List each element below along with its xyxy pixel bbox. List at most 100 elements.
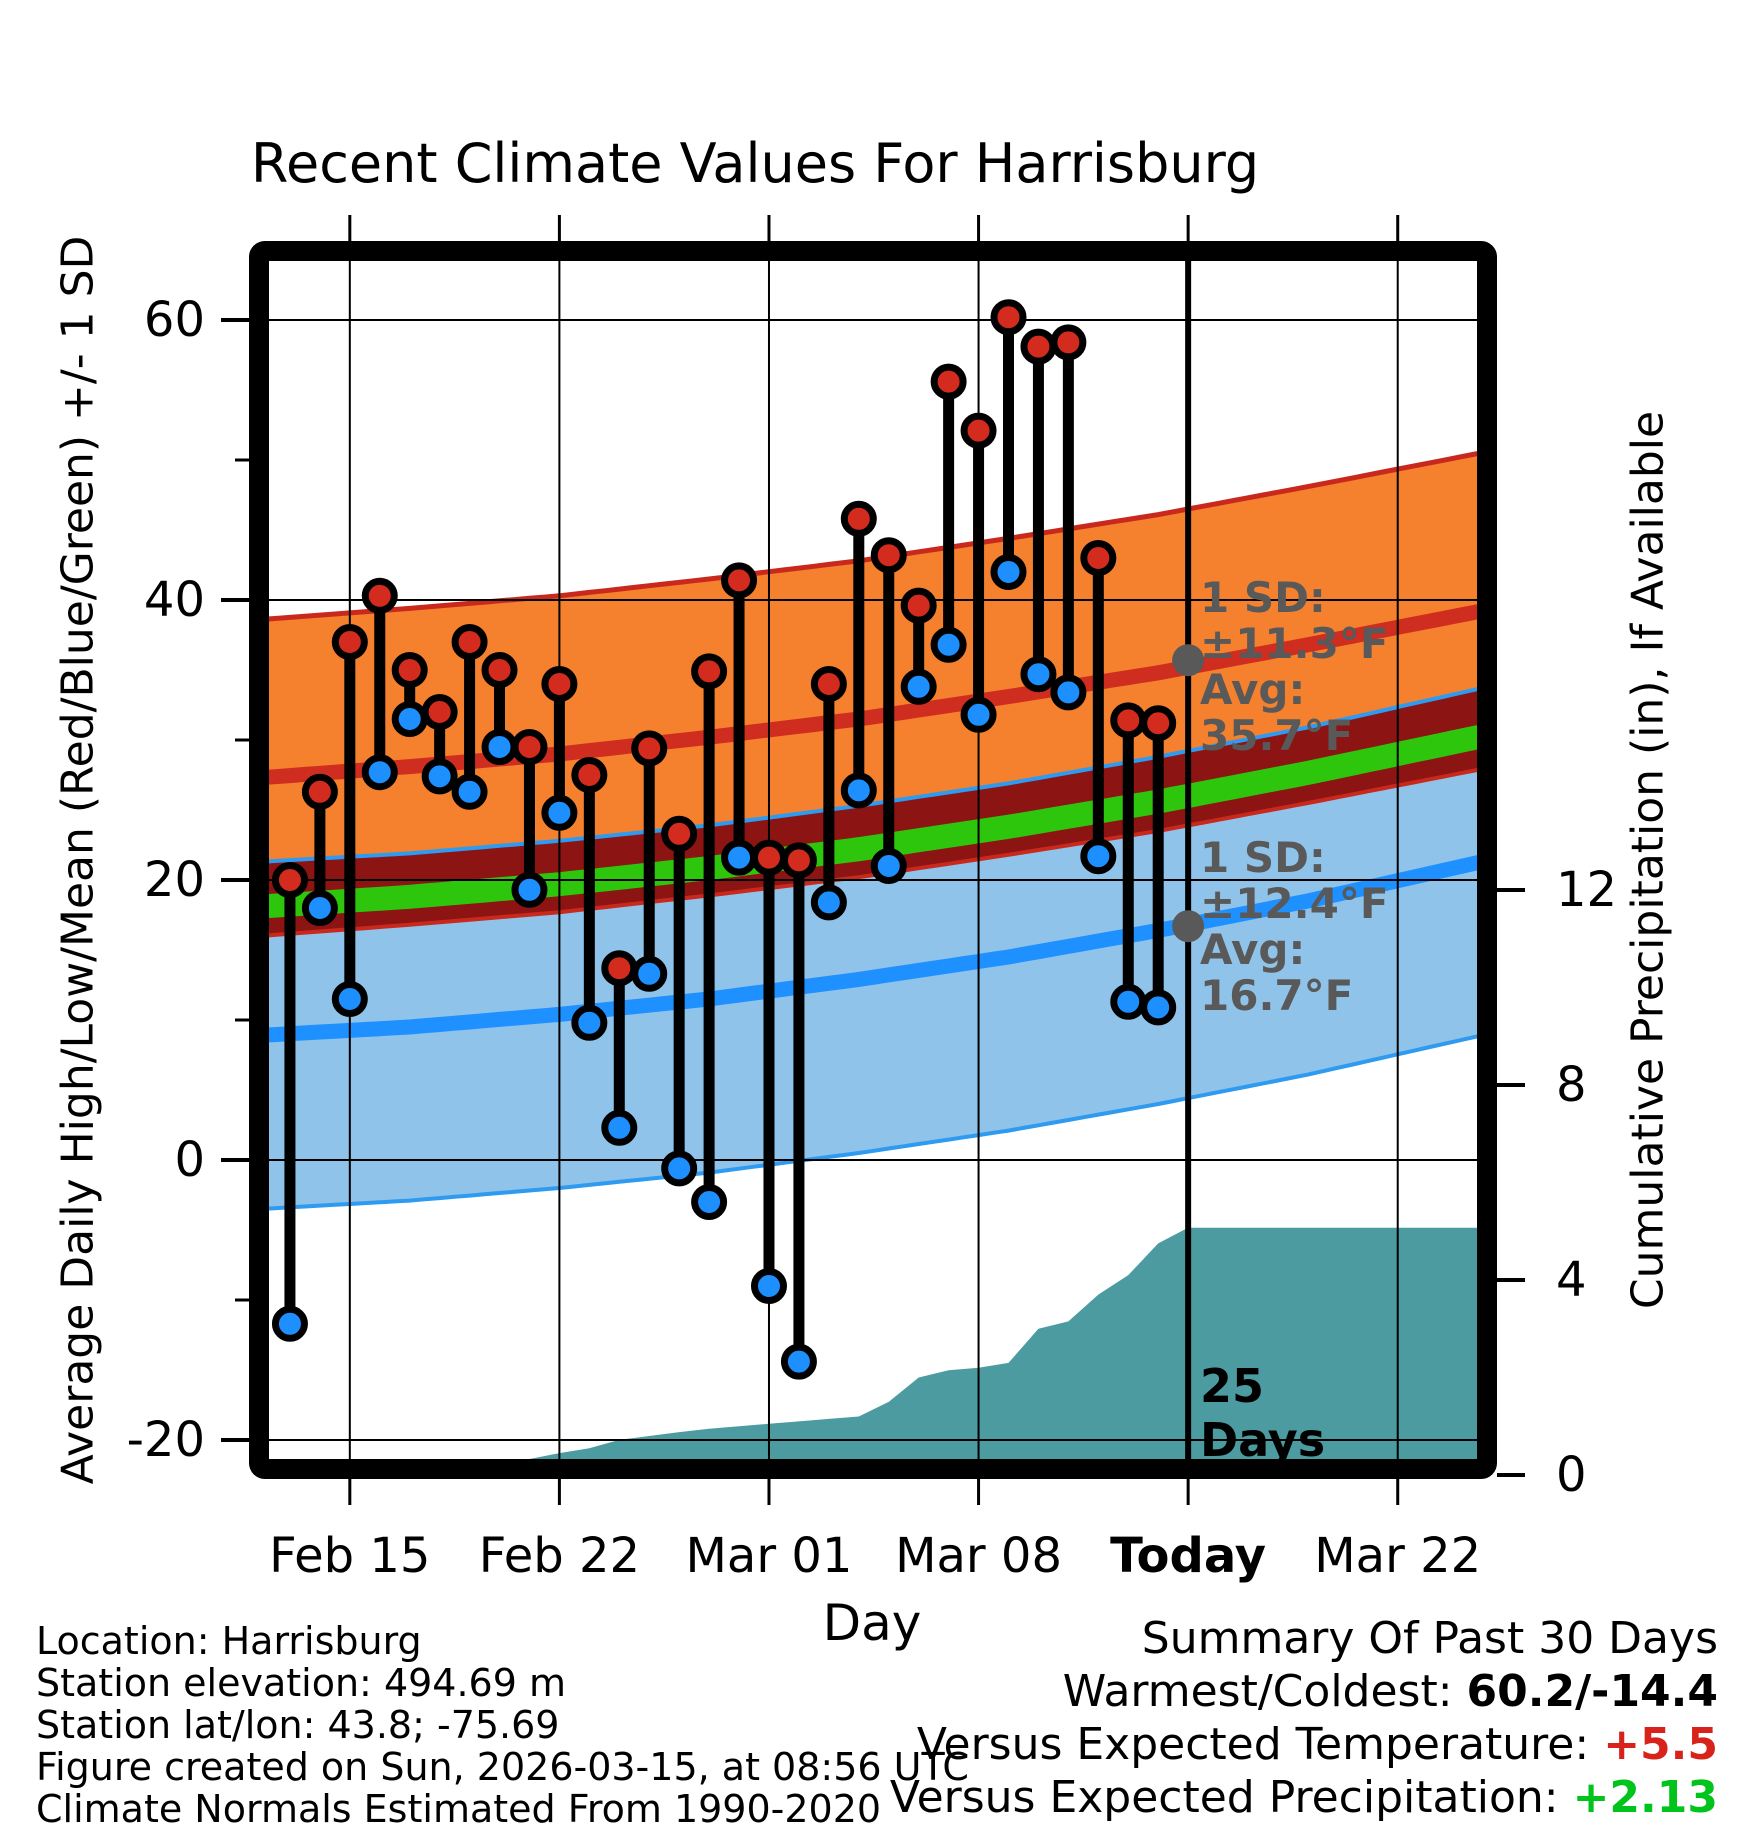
daily-low-dot	[1050, 674, 1087, 711]
daily-low-dot	[661, 1150, 698, 1187]
daily-high-dot	[601, 950, 638, 987]
daily-low-dot	[900, 668, 937, 705]
right-tick-label: 4	[1556, 1252, 1587, 1308]
daily-low-dot	[271, 1305, 308, 1342]
station-info-line: Station lat/lon: 43.8; -75.69	[36, 1703, 560, 1747]
daily-high-dot	[780, 842, 817, 879]
high-annotation-line: 35.7°F	[1200, 711, 1353, 760]
daily-high-dot	[840, 500, 877, 537]
low-annotation-line: 16.7°F	[1200, 971, 1353, 1020]
high-annotation-line: 1 SD:	[1200, 573, 1326, 622]
daily-high-dot	[361, 577, 398, 614]
daily-low-dot	[810, 884, 847, 921]
daily-low-dot	[780, 1343, 817, 1380]
summary-row: Versus Expected Temperature: +5.5	[890, 1718, 1718, 1771]
daily-high-dot	[481, 652, 518, 688]
station-info-line: Location: Harrisburg	[36, 1619, 422, 1663]
station-info-line: Station elevation: 494.69 m	[36, 1661, 566, 1705]
summary-row-value: +2.13	[1572, 1772, 1718, 1823]
daily-low-dot	[1020, 656, 1057, 693]
daily-high-dot	[1020, 328, 1057, 365]
station-info-line: Figure created on Sun, 2026-03-15, at 08…	[36, 1745, 969, 1789]
daily-low-dot	[1080, 838, 1117, 875]
daily-high-dot	[571, 757, 608, 793]
precip-days-label: Days	[1200, 1413, 1325, 1467]
summary-row-label: Versus Expected Temperature:	[916, 1719, 1604, 1770]
left-tick-label: -20	[127, 1412, 205, 1468]
daily-high-dot	[391, 652, 428, 688]
daily-low-dot	[1110, 983, 1147, 1020]
daily-low-dot	[541, 794, 578, 831]
daily-high-dot	[1110, 702, 1147, 739]
daily-observations	[271, 299, 1177, 1380]
right-tick-label: 0	[1556, 1447, 1587, 1503]
cumulative-precip-area	[269, 1227, 1477, 1459]
right-tick-label: 8	[1556, 1057, 1587, 1113]
high-annotation-line: Avg:	[1200, 665, 1305, 714]
x-tick-label: Feb 22	[479, 1528, 640, 1584]
x-axis-label: Day	[822, 1594, 922, 1652]
daily-high-dot	[421, 694, 458, 730]
daily-high-dot	[930, 363, 967, 400]
daily-high-dot	[631, 730, 668, 767]
summary-row-label: Versus Expected Precipitation:	[889, 1772, 1573, 1823]
daily-high-dot	[721, 562, 758, 599]
daily-low-dot	[301, 890, 338, 926]
plot-frame	[249, 241, 1497, 1479]
precip-days-label: 25	[1200, 1359, 1264, 1413]
x-tick-label: Mar 08	[895, 1528, 1062, 1584]
x-tick-label: Feb 15	[269, 1528, 430, 1584]
daily-low-dot	[421, 758, 458, 795]
station-info-line: Climate Normals Estimated From 1990-2020	[36, 1787, 882, 1828]
daily-low-dot	[840, 772, 877, 809]
low-annotation-line: Avg:	[1200, 925, 1305, 974]
summary-block: Summary Of Past 30 Days Warmest/Coldest:…	[890, 1612, 1718, 1824]
daily-high-dot	[1080, 540, 1117, 576]
summary-row-label: Warmest/Coldest:	[1062, 1666, 1467, 1717]
daily-low-dot	[481, 729, 518, 765]
daily-low-dot	[750, 1268, 787, 1304]
daily-high-dot	[990, 299, 1027, 336]
low-annotation-line: 1 SD:	[1200, 833, 1326, 882]
x-tick-label: Mar 22	[1314, 1528, 1481, 1584]
daily-high-dot	[271, 862, 308, 898]
low-annotation-line: ±12.4°F	[1200, 879, 1389, 928]
daily-high-dot	[960, 412, 997, 449]
summary-row-value: 60.2/-14.4	[1466, 1666, 1718, 1717]
daily-low-dot	[721, 839, 758, 876]
left-tick-label: 40	[144, 572, 205, 628]
daily-low-dot	[331, 981, 368, 1017]
y-axis-left-label: Average Daily High/Low/Mean (Red/Blue/Gr…	[52, 235, 104, 1485]
climatology-bands	[269, 451, 1477, 1211]
daily-high-dot	[451, 624, 488, 660]
daily-low-dot	[930, 626, 967, 663]
summary-row: Versus Expected Precipitation: +2.13	[890, 1771, 1718, 1824]
daily-low-dot	[960, 696, 997, 733]
chart-title: Recent Climate Values For Harrisburg	[250, 132, 1260, 195]
summary-row-value: +5.5	[1603, 1719, 1718, 1770]
mean-normal-line	[269, 725, 1477, 919]
daily-high-dot	[661, 815, 698, 852]
daily-low-dot	[631, 955, 668, 992]
left-tick-label: 60	[144, 292, 205, 348]
y-axis-right-label: Cumulative Precipitation (in), If Availa…	[1622, 410, 1674, 1310]
axis-ticks	[221, 215, 1525, 1505]
right-tick-label: 12	[1556, 862, 1617, 918]
daily-high-dot	[691, 653, 728, 690]
daily-high-dot	[1050, 324, 1087, 361]
station-info-block: Location: Harrisburg Station elevation: 4…	[36, 1620, 969, 1828]
daily-high-dot	[870, 537, 907, 574]
low-band-top-edge	[269, 687, 1477, 864]
x-tick-label: Today	[1110, 1528, 1266, 1584]
low-normal-line	[269, 855, 1477, 1043]
daily-low-dot	[391, 701, 428, 737]
daily-low-dot	[870, 848, 907, 884]
daily-high-dot	[900, 587, 937, 624]
precip-area-group	[269, 1227, 1477, 1459]
summary-title: Summary Of Past 30 Days	[1141, 1613, 1718, 1664]
daily-high-dot	[810, 666, 847, 702]
daily-high-dot	[541, 666, 578, 702]
daily-low-dot	[361, 754, 398, 791]
